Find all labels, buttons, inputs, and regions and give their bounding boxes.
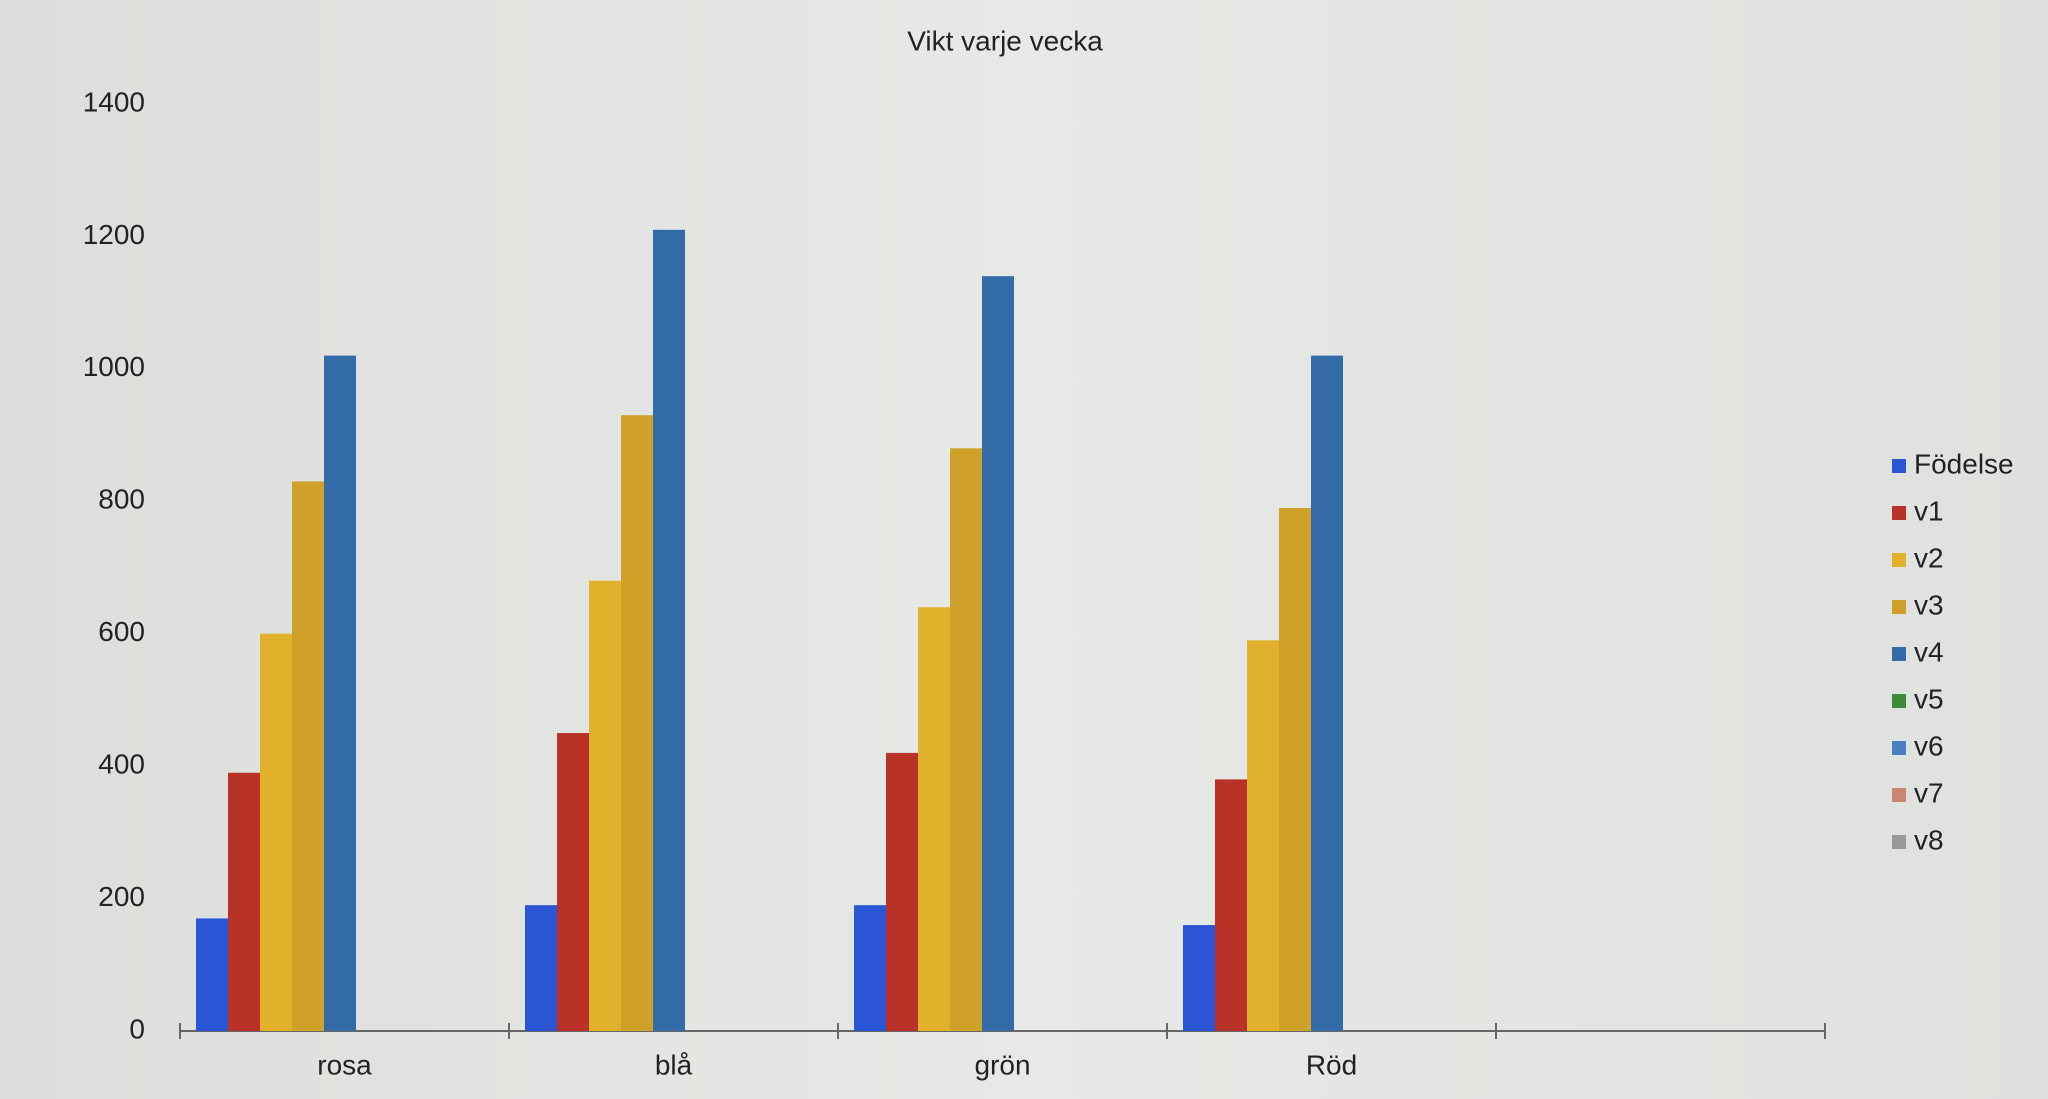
bar: [228, 772, 260, 1031]
bar: [982, 276, 1014, 1032]
y-tick-label: 800: [98, 484, 145, 515]
legend-swatch: [1892, 553, 1906, 567]
bar: [557, 733, 589, 1031]
bar: [854, 905, 886, 1031]
y-tick-label: 1200: [83, 219, 145, 250]
bar: [1215, 779, 1247, 1031]
bar: [918, 607, 950, 1031]
legend-label: v5: [1914, 683, 1944, 714]
y-tick-label: 200: [98, 881, 145, 912]
bar: [589, 580, 621, 1031]
legend-swatch: [1892, 694, 1906, 708]
bar: [292, 481, 324, 1032]
y-tick-label: 1400: [83, 86, 145, 117]
legend-label: Födelse: [1914, 448, 2014, 479]
y-tick-label: 1000: [83, 351, 145, 382]
legend-label: v6: [1914, 730, 1944, 761]
bar: [950, 448, 982, 1031]
bar: [196, 918, 228, 1031]
x-tick-label: rosa: [317, 1049, 372, 1080]
bar: [1311, 355, 1343, 1032]
legend-swatch: [1892, 647, 1906, 661]
legend-swatch: [1892, 506, 1906, 520]
legend-swatch: [1892, 835, 1906, 849]
legend-label: v2: [1914, 542, 1944, 573]
chart-title: Vikt varje vecka: [907, 25, 1103, 56]
bar: [1247, 640, 1279, 1031]
bar: [525, 905, 557, 1031]
y-tick-label: 600: [98, 616, 145, 647]
legend-label: v3: [1914, 589, 1944, 620]
legend-swatch: [1892, 600, 1906, 614]
bar: [1183, 925, 1215, 1031]
legend-label: v7: [1914, 777, 1944, 808]
legend-swatch: [1892, 741, 1906, 755]
legend-swatch: [1892, 788, 1906, 802]
y-tick-label: 0: [129, 1013, 145, 1044]
bar: [886, 752, 918, 1031]
bar: [653, 229, 685, 1032]
bar: [1279, 507, 1311, 1032]
bar: [260, 633, 292, 1031]
legend-label: v8: [1914, 824, 1944, 855]
y-tick-label: 400: [98, 749, 145, 780]
x-tick-label: Röd: [1306, 1049, 1357, 1080]
bar: [324, 355, 356, 1032]
legend-label: v1: [1914, 495, 1944, 526]
x-tick-label: grön: [974, 1049, 1030, 1080]
bar: [621, 415, 653, 1031]
x-tick-label: blå: [655, 1049, 693, 1080]
legend-swatch: [1892, 459, 1906, 473]
legend-label: v4: [1914, 636, 1944, 667]
